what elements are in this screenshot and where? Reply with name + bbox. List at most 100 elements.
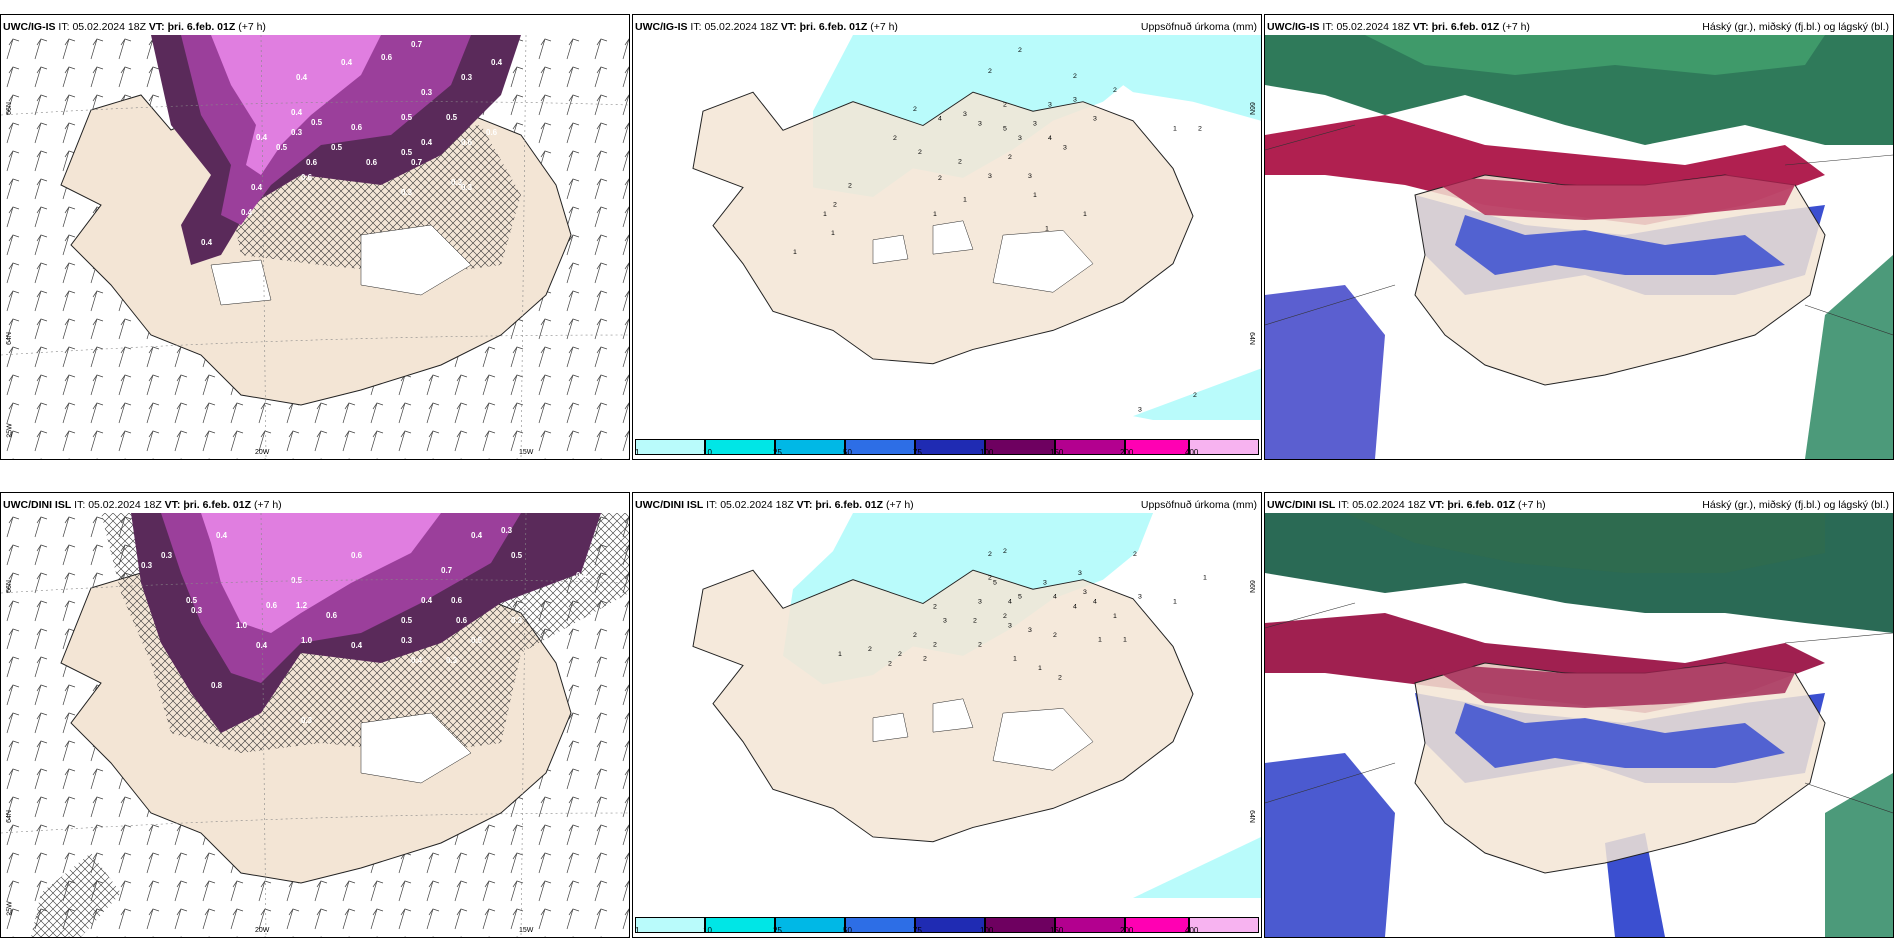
svg-text:0.4: 0.4 [341, 58, 353, 67]
axis-label-lat2: 64N [1247, 810, 1255, 823]
svg-text:2: 2 [933, 642, 937, 649]
svg-text:1: 1 [1203, 575, 1207, 582]
svg-text:2: 2 [1198, 125, 1202, 132]
svg-text:0.3: 0.3 [301, 716, 313, 725]
precip-map: 2 2 2 2 3 3 2 2 3 3 4 3 3 4 5 3 3 2 2 2 … [692, 35, 1261, 420]
legend-box-3 [845, 439, 915, 455]
svg-text:0.3: 0.3 [421, 88, 433, 97]
svg-text:0.3: 0.3 [511, 616, 523, 625]
svg-text:1: 1 [1033, 192, 1037, 199]
svg-text:3: 3 [1028, 627, 1032, 634]
svg-text:5: 5 [1003, 125, 1007, 132]
panel-title: UWC/IG-IS IT: 05.02.2024 18Z VT: þri. 6.… [635, 21, 1257, 35]
svg-text:2: 2 [933, 603, 937, 610]
cloud-low-west [1265, 753, 1395, 937]
glacier-white [992, 708, 1094, 771]
lead-time: (+7 h) [870, 21, 898, 33]
svg-text:0.5: 0.5 [401, 148, 413, 157]
it-label: IT: [74, 499, 86, 511]
cloud-low-over-land [1455, 703, 1785, 768]
svg-text:2: 2 [1003, 102, 1007, 109]
axis-label-lat2: 64N [1247, 332, 1255, 345]
svg-text:0.3: 0.3 [501, 526, 513, 535]
svg-text:2: 2 [978, 642, 982, 649]
cloud-mid-over-land [1425, 165, 1805, 220]
lead-time: (+7 h) [238, 21, 266, 33]
vt-label: VT: [796, 499, 813, 511]
precip-sea-area [1053, 35, 1261, 121]
glacier-white [360, 224, 472, 296]
cloud-high-east [1805, 255, 1893, 459]
legend-label-6: 150 [1050, 926, 1064, 935]
svg-text:0.3: 0.3 [446, 656, 458, 665]
svg-text:2: 2 [938, 175, 942, 182]
svg-text:1: 1 [1013, 656, 1017, 663]
svg-text:1: 1 [1038, 665, 1042, 672]
svg-text:1: 1 [838, 651, 842, 658]
svg-text:1: 1 [1173, 125, 1177, 132]
svg-text:1: 1 [963, 197, 967, 204]
svg-text:1: 1 [793, 249, 797, 256]
panel-top-middle: UWC/IG-IS IT: 05.02.2024 18Z VT: þri. 6.… [632, 14, 1262, 460]
legend-box-0 [635, 439, 705, 455]
precip-values: 2 2 2 2 3 3 2 2 3 3 4 3 3 4 5 3 3 2 2 2 … [793, 47, 1202, 413]
it-value: 05.02.2024 18Z [88, 499, 162, 511]
legend-label-2: 25 [773, 448, 782, 457]
legend-box-5 [985, 917, 1055, 933]
svg-text:1: 1 [1098, 637, 1102, 644]
snow-values: 0.4 0.3 0.4 0.3 0.5 0.6 0.4 0.3 0.5 0.7 … [141, 526, 588, 725]
vt-label: VT: [1428, 499, 1445, 511]
svg-text:0.6: 0.6 [266, 601, 278, 610]
boundaries [1265, 602, 1893, 814]
legend-label-1: 10 [703, 926, 712, 935]
svg-text:2: 2 [913, 632, 917, 639]
svg-text:0.4: 0.4 [256, 641, 268, 650]
svg-text:4: 4 [1048, 135, 1052, 142]
svg-text:3: 3 [963, 111, 967, 118]
lead-time: (+7 h) [253, 499, 282, 511]
legend-box-3 [845, 917, 915, 933]
svg-text:1: 1 [831, 230, 835, 237]
axis-label-lon2: 15W [519, 927, 534, 934]
svg-text:0.3: 0.3 [401, 188, 413, 197]
glacier-white-3 [872, 712, 909, 742]
svg-text:3: 3 [978, 599, 982, 606]
it-label: IT: [58, 21, 70, 33]
svg-text:0.4: 0.4 [421, 138, 433, 147]
snow-wind-map: 0.4 0.3 0.4 0.3 0.5 0.6 0.4 0.3 0.5 0.7 … [1, 513, 629, 937]
svg-text:0.7: 0.7 [411, 40, 423, 49]
svg-text:0.5: 0.5 [311, 118, 323, 127]
svg-text:2: 2 [1133, 551, 1137, 558]
legend-label-8: 400 [1185, 926, 1199, 935]
svg-text:0.4: 0.4 [216, 531, 228, 540]
axis-label-lat3: 25W [6, 901, 14, 916]
svg-text:0.4: 0.4 [351, 641, 363, 650]
model-name: UWC/DINI ISL [3, 499, 72, 511]
svg-text:3: 3 [943, 618, 947, 625]
legend-box-6 [1055, 439, 1125, 455]
svg-text:0.5: 0.5 [401, 616, 413, 625]
cloud-low-over-land [1455, 215, 1785, 275]
precip-legend: 1 10 25 50 75 100 150 200 400 [635, 439, 1259, 457]
legend-box-2 [775, 439, 845, 455]
model-name: UWC/IG-IS [1267, 21, 1320, 33]
legend-label-8: 400 [1185, 448, 1199, 457]
svg-text:1: 1 [823, 211, 827, 218]
vt-value: þri. 6.feb. 01Z [815, 499, 884, 511]
svg-text:0.6: 0.6 [381, 53, 393, 62]
svg-text:0.5: 0.5 [276, 143, 288, 152]
svg-text:3: 3 [988, 173, 992, 180]
precip-map: 2 2 2 3 1 2 3 3 4 5 5 4 3 2 4 4 3 1 3 2 … [692, 513, 1261, 898]
precip-legend: 1 10 25 50 75 100 150 200 400 [635, 917, 1259, 935]
svg-text:0.4: 0.4 [256, 133, 268, 142]
model-name: UWC/DINI ISL [1267, 499, 1336, 511]
svg-text:5: 5 [993, 580, 997, 587]
svg-text:3: 3 [1008, 622, 1012, 629]
svg-text:0.3: 0.3 [191, 606, 203, 615]
legend-box-1 [705, 439, 775, 455]
snow-wind-map: 0.4 0.6 0.7 0.4 0.3 0.4 0.3 0.4 0.5 0.5 … [1, 35, 629, 459]
svg-text:2: 2 [888, 661, 892, 668]
vt-value: þri. 6.feb. 01Z [183, 499, 252, 511]
svg-text:0.5: 0.5 [331, 143, 343, 152]
svg-text:0.3: 0.3 [461, 73, 473, 82]
